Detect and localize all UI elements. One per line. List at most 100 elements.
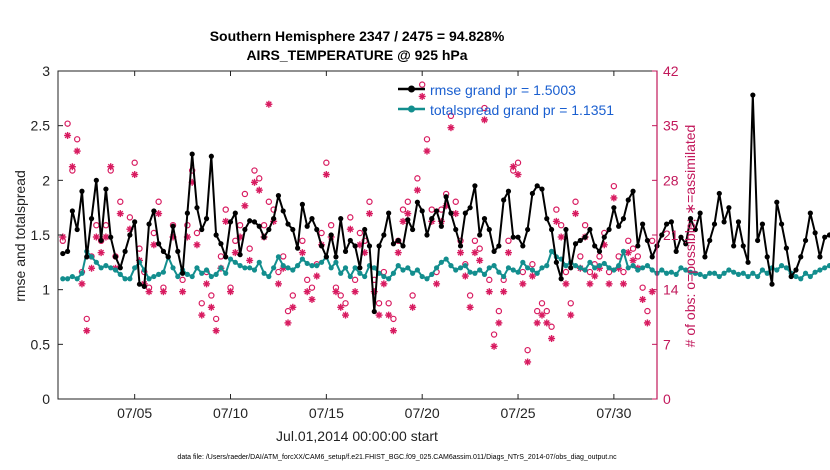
rmse-point xyxy=(793,267,799,273)
totalspread-point xyxy=(467,269,473,275)
asterisk-stroke xyxy=(361,249,368,256)
obs-assimilated-marker xyxy=(524,358,532,366)
obs-assimilated-marker xyxy=(332,288,340,296)
obs-assimilated-marker xyxy=(68,163,76,171)
obs-possible-marker xyxy=(323,159,330,166)
rmse-point xyxy=(194,205,200,211)
rmse-point xyxy=(141,283,147,289)
totalspread-point xyxy=(644,263,651,269)
obs-possible-marker xyxy=(284,307,292,315)
asterisk-stroke xyxy=(299,249,306,256)
asterisk-stroke xyxy=(601,241,608,248)
rmse-point xyxy=(692,226,698,233)
rmse-point xyxy=(649,254,655,260)
totalspread-point xyxy=(774,267,780,273)
totalspread-point xyxy=(112,267,119,273)
rmse-point xyxy=(640,221,646,227)
totalspread-point xyxy=(318,259,325,265)
totalspread-point xyxy=(400,267,406,273)
obs-possible-marker xyxy=(188,167,196,174)
rmse-point xyxy=(146,221,152,227)
totalspread-point xyxy=(60,276,66,282)
totalspread-point xyxy=(491,263,497,269)
asterisk-stroke xyxy=(433,280,440,287)
asterisk-stroke xyxy=(265,101,272,108)
totalspread-point xyxy=(199,270,205,276)
totalspread-point xyxy=(534,270,540,276)
obs-possible-marker xyxy=(649,237,656,245)
rmse-point xyxy=(88,216,95,222)
asterisk-stroke xyxy=(481,116,488,123)
asterisk-stroke xyxy=(644,319,651,326)
totalspread-point xyxy=(745,273,751,280)
rmse-point xyxy=(136,281,143,287)
obs-assimilated-marker xyxy=(250,178,258,186)
rmse-point xyxy=(309,216,315,222)
obs-assimilated-marker xyxy=(457,249,465,257)
rmse-point xyxy=(189,151,195,157)
rmse-point xyxy=(582,234,588,240)
rmse-point xyxy=(611,205,617,211)
rmse-point xyxy=(371,308,377,315)
obs-assimilated-marker xyxy=(514,171,522,179)
rmse-point xyxy=(544,216,550,222)
totalspread-point xyxy=(275,254,282,260)
totalspread-point xyxy=(108,265,114,271)
totalspread-point xyxy=(208,273,214,280)
rmse-point xyxy=(707,237,713,244)
totalspread-point xyxy=(352,265,358,271)
totalspread-point xyxy=(175,273,181,280)
rmse-point xyxy=(755,237,761,244)
rmse-point xyxy=(592,243,598,249)
y-tick-label: 0.5 xyxy=(31,336,51,352)
obs-assimilated-marker xyxy=(629,256,637,264)
rmse-point xyxy=(826,232,830,238)
obs-assimilated-marker xyxy=(308,295,316,303)
asterisk-stroke xyxy=(400,218,406,225)
obs-possible-marker xyxy=(543,307,550,315)
rmse-point xyxy=(481,216,488,222)
asterisk-stroke xyxy=(404,210,411,217)
obs-possible-marker xyxy=(466,292,474,299)
totalspread-point xyxy=(783,265,789,271)
rmse-point xyxy=(453,226,459,233)
totalspread-point xyxy=(453,267,459,273)
totalspread-point xyxy=(572,263,579,269)
totalspread-point xyxy=(357,270,363,276)
obs-assimilated-marker xyxy=(586,280,594,288)
obs-assimilated-marker xyxy=(83,327,91,335)
asterisk-stroke xyxy=(419,93,426,100)
rmse-point xyxy=(290,226,296,233)
rmse-point xyxy=(716,190,722,197)
rmse-point xyxy=(448,210,454,216)
rmse-point xyxy=(759,221,766,227)
y-tick-label: 2.5 xyxy=(31,118,51,134)
totalspread-point xyxy=(295,263,301,269)
rmse-point xyxy=(673,248,679,254)
obs-possible-marker xyxy=(548,323,555,330)
rmse-point xyxy=(501,197,507,203)
rmse-point xyxy=(352,243,358,249)
asterisk-stroke xyxy=(476,257,483,264)
chart-subtitle: AIRS_TEMPERATURE @ 925 hPa xyxy=(246,47,467,63)
totalspread-point xyxy=(395,263,401,269)
obs-assimilated-marker xyxy=(447,124,455,132)
obs-assimilated-marker xyxy=(562,280,570,288)
obs-possible-marker xyxy=(347,214,354,221)
totalspread-point xyxy=(88,254,95,260)
obs-possible-marker xyxy=(155,198,162,205)
legend-rmse-label: rmse grand pr = 1.5003 xyxy=(430,82,576,98)
rmse-point xyxy=(486,226,492,233)
obs-assimilated-marker xyxy=(155,210,163,218)
rmse-point xyxy=(620,216,627,222)
obs-assimilated-marker xyxy=(97,249,105,257)
obs-assimilated-marker xyxy=(471,249,479,257)
obs-possible-marker xyxy=(447,112,455,120)
rmse-point xyxy=(424,232,430,238)
rmse-point xyxy=(160,248,167,254)
obs-assimilated-marker xyxy=(433,280,441,288)
obs-possible-marker xyxy=(495,307,503,315)
obs-assimilated-marker xyxy=(313,272,321,280)
asterisk-stroke xyxy=(414,187,421,194)
